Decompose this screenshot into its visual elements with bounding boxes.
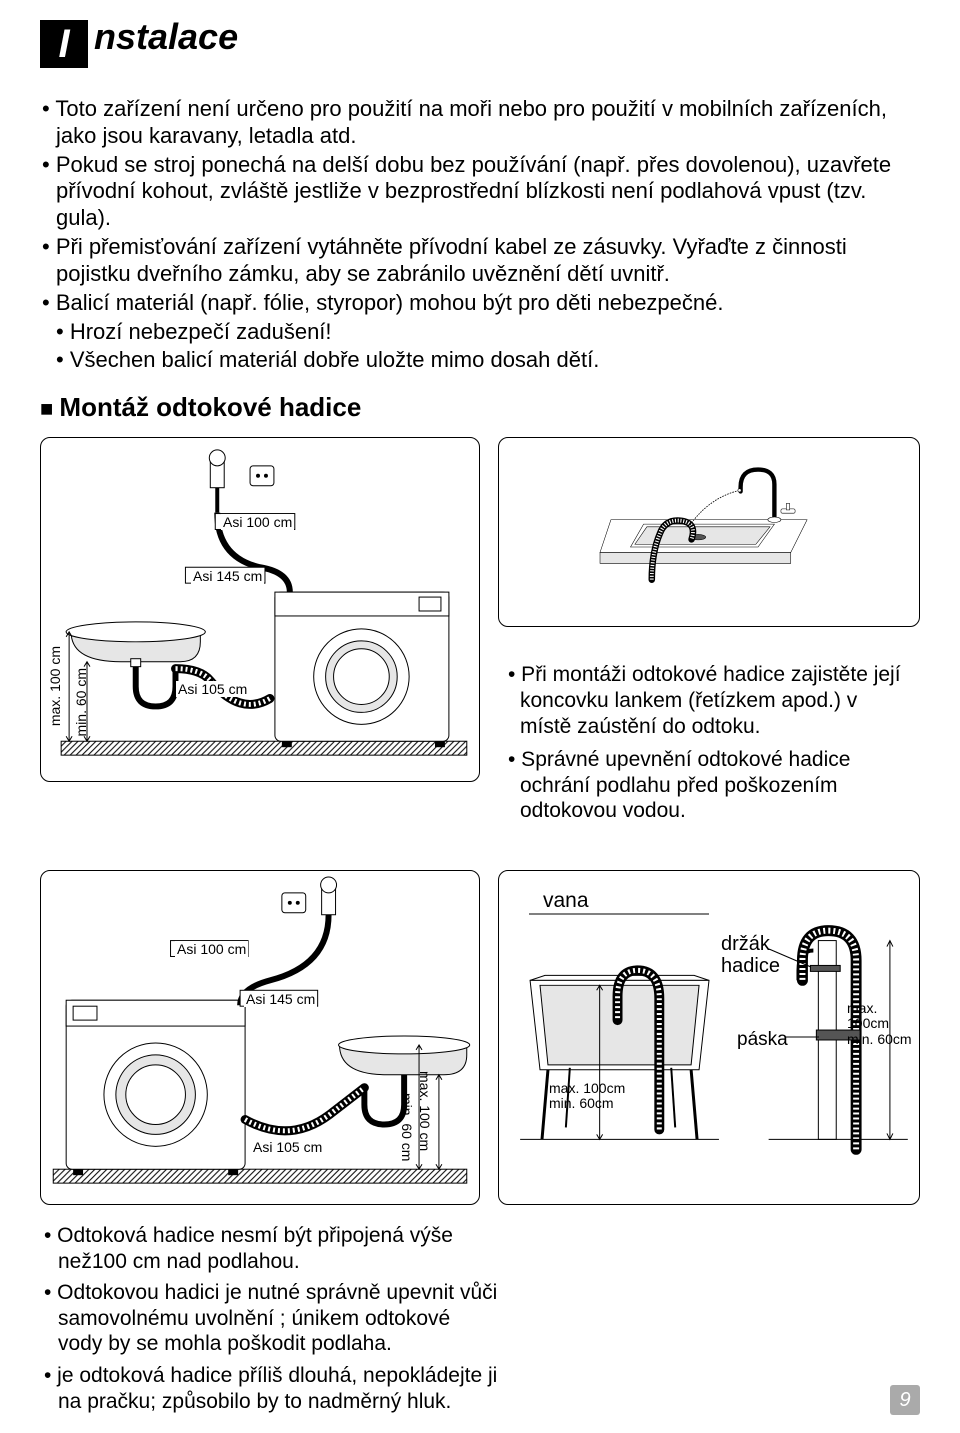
diagram-1-svg (41, 438, 479, 781)
bottom-notes: • Odtoková hadice nesmí být připojená vý… (40, 1223, 500, 1414)
intro-line: • Při přemisťování zařízení vytáhněte př… (42, 234, 920, 288)
page-header: I nstalace (40, 20, 920, 68)
label-asi105: Asi 105 cm (176, 681, 249, 697)
label-min60: min. 60 cm (73, 668, 89, 736)
diagram-3: Asi 100 cm Asi 145 cm Asi 105 cm max. 10… (40, 870, 480, 1205)
diagram-4: vana držákhadice páska max. 100cmmin. 60… (498, 870, 920, 1205)
note-line: • je odtoková hadice příliš dlouhá, nepo… (40, 1363, 500, 1414)
section-title: Montáž odtokové hadice (40, 392, 920, 423)
note-line: • Odtokovou hadici je nutné správně upev… (40, 1280, 500, 1357)
label-asi100-b: Asi 100 cm (175, 941, 248, 957)
intro-line: • Toto zařízení není určeno pro použití … (42, 96, 920, 150)
page-number: 9 (890, 1385, 920, 1415)
label-asi145: Asi 145 cm (191, 568, 264, 584)
note-line: • Odtoková hadice nesmí být připojená vý… (40, 1223, 500, 1274)
label-asi100: Asi 100 cm (221, 514, 294, 530)
label-max100-b: max. 100 cm (417, 1071, 433, 1151)
intro-line: • Balicí materiál (např. fólie, styropor… (42, 290, 920, 317)
intro-line: • Pokud se stroj ponechá na delší dobu b… (42, 152, 920, 232)
label-asi145-b: Asi 145 cm (244, 991, 317, 1007)
right-text-top: • Při montáži odtokové hadice zajistěte … (498, 650, 920, 842)
header-initial-box: I (40, 20, 88, 68)
label-max100: max. 100 cm (47, 646, 63, 726)
diagram-1: Asi 100 cm Asi 145 cm Asi 105 cm max. 10… (40, 437, 480, 782)
pointer-lines (499, 871, 919, 1206)
intro-line: • Všechen balicí materiál dobře uložte m… (42, 347, 920, 374)
intro-line: • Hrozí nebezpečí zadušení! (42, 319, 920, 346)
label-asi105-b: Asi 105 cm (251, 1139, 324, 1155)
intro-block: • Toto zařízení není určeno pro použití … (42, 96, 920, 374)
diagram-2-svg (499, 438, 919, 626)
right-bullet: • Při montáži odtokové hadice zajistěte … (506, 662, 910, 739)
header-title: nstalace (94, 16, 238, 58)
diagram-row-2: Asi 100 cm Asi 145 cm Asi 105 cm max. 10… (40, 870, 920, 1205)
right-bullet: • Správné upevnění odtokové hadice ochrá… (506, 747, 910, 824)
diagram-2 (498, 437, 920, 627)
label-min60-b: min. 60 cm (399, 1093, 415, 1161)
